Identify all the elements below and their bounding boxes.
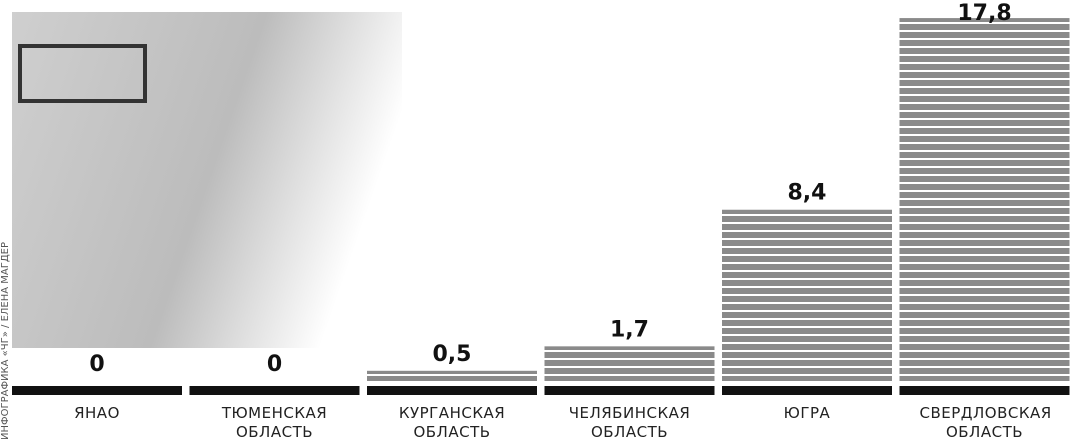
baseline [190, 386, 360, 395]
category-label: ТЮМЕНСКАЯ ОБЛАСТЬ [190, 404, 360, 442]
category-label: СВЕРДЛОВСКАЯ ОБЛАСТЬ [900, 404, 1070, 442]
value-label: 17,8 [957, 1, 1011, 26]
bar [545, 346, 715, 381]
bar [722, 210, 892, 381]
baseline [545, 386, 715, 395]
bar [900, 18, 1070, 381]
value-label: 0,5 [433, 342, 472, 367]
bar [367, 371, 537, 381]
value-label: 8,4 [788, 181, 827, 206]
credit: ИНФОГРАФИКА «ЧГ» / ЕЛЕНА МАГДЕР [0, 242, 11, 440]
value-label: 0 [89, 352, 104, 377]
baseline [900, 386, 1070, 395]
photo [12, 12, 402, 348]
value-label: 0 [267, 352, 282, 377]
category-label: ЯНАО [12, 404, 182, 423]
baseline [367, 386, 537, 395]
baseline [722, 386, 892, 395]
chart: ИНФОГРАФИКА «ЧГ» / ЕЛЕНА МАГДЕР 0 0 0,5 1,7… [0, 0, 1070, 446]
baseline [12, 386, 182, 395]
category-label: ЧЕЛЯБИНСКАЯ ОБЛАСТЬ [545, 404, 715, 442]
value-label: 1,7 [610, 317, 649, 342]
category-label: ЮГРА [722, 404, 892, 423]
chart-svg: ИНФОГРАФИКА «ЧГ» / ЕЛЕНА МАГДЕР 0 0 0,5 1,7… [0, 0, 1070, 446]
category-label: КУРГАНСКАЯ ОБЛАСТЬ [367, 404, 537, 442]
